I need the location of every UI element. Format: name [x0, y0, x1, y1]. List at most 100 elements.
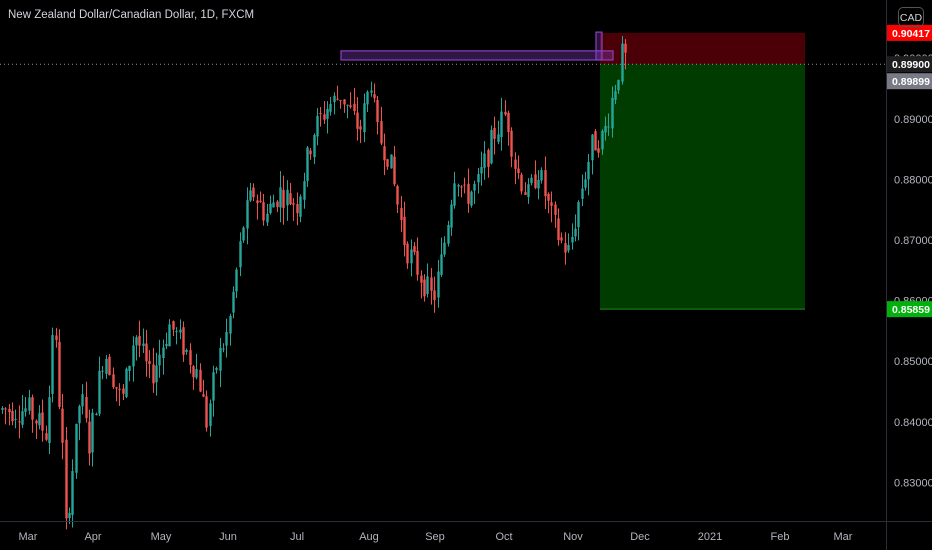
candle-body [530, 177, 533, 184]
candle-body [336, 98, 339, 100]
candle-body [239, 241, 242, 268]
candle-body [587, 161, 590, 180]
candle-body [269, 203, 272, 214]
candle-body [165, 343, 168, 347]
candle-body [259, 200, 262, 202]
stop-loss-price-label-bg [887, 24, 932, 41]
candle-body [138, 336, 141, 346]
stop-loss-price-label: 0.90417 [892, 28, 930, 40]
candle-body [390, 154, 393, 169]
candle-body [229, 315, 232, 334]
candle-body [490, 129, 493, 164]
candle-body [105, 358, 108, 374]
candle-body [420, 275, 423, 283]
candle-body [28, 397, 31, 411]
candle-body [624, 43, 627, 53]
candle-body [604, 125, 607, 133]
candle-body [112, 374, 115, 388]
candle-body [383, 146, 386, 161]
candle-body [426, 276, 429, 294]
candle-body [443, 242, 446, 255]
candle-body [4, 408, 7, 410]
candle-body [179, 329, 182, 333]
candle-body [433, 290, 436, 301]
candle-body [306, 147, 309, 181]
x-tick-label: Sep [425, 531, 445, 543]
resistance-zone-box[interactable] [340, 50, 614, 61]
candle-body [303, 181, 306, 200]
candle-body [162, 347, 165, 358]
candle-body [487, 149, 490, 167]
x-tick-label: Apr [84, 531, 101, 543]
candle-body [413, 246, 416, 253]
candle-body [18, 421, 21, 423]
candle-body [168, 324, 171, 347]
candle-body [135, 337, 138, 346]
candle-body [262, 202, 265, 221]
x-tick-label: Jul [290, 531, 304, 543]
target-price-label-bg [887, 301, 932, 318]
entry-price-label: 0.89900 [892, 59, 930, 71]
x-tick-label: Jun [219, 531, 237, 543]
candle-body [373, 94, 376, 99]
candle-body [621, 43, 624, 82]
candle-body [370, 90, 373, 93]
candle-body [480, 167, 483, 174]
candle-body [296, 204, 299, 214]
candle-body [346, 104, 349, 106]
candle-body [199, 369, 202, 392]
candle-body [547, 194, 550, 201]
candle-body [611, 97, 614, 129]
candle-body [95, 413, 98, 416]
candle-body [299, 196, 302, 217]
candle-body [406, 243, 409, 264]
candle-body [78, 406, 81, 424]
candle-body [155, 365, 158, 383]
candle-body [393, 156, 396, 185]
stop-loss-zone[interactable] [600, 32, 805, 65]
candle-body [65, 439, 68, 519]
candle-body [11, 410, 14, 422]
candle-body [524, 192, 527, 195]
x-tick-label: May [151, 531, 172, 543]
currency-badge[interactable]: CAD [898, 7, 924, 27]
candle-body [256, 200, 259, 204]
candle-body [326, 108, 329, 119]
candle-body [276, 201, 279, 207]
candle-body [333, 95, 336, 102]
y-tick-label: 0.88000 [894, 174, 932, 186]
candle-body [1, 408, 4, 410]
candle-body [289, 193, 292, 205]
candle-body [447, 224, 450, 244]
candle-body [61, 408, 64, 443]
candle-body [205, 396, 208, 428]
candle-body [581, 188, 584, 199]
x-tick-label: Mar [834, 531, 853, 543]
candle-body [353, 103, 356, 112]
candle-body [410, 249, 413, 264]
last-price-label: 0.89899 [892, 76, 930, 88]
profit-target-zone[interactable] [600, 64, 805, 310]
candle-body [219, 347, 222, 371]
candle-body [376, 100, 379, 123]
candle-body [182, 327, 185, 355]
candle-body [356, 112, 359, 129]
candle-body [430, 277, 433, 291]
candle-body [8, 408, 11, 413]
candle-body [574, 228, 577, 237]
candle-body [209, 403, 212, 426]
candle-body [527, 184, 530, 197]
candle-body [41, 412, 44, 431]
candle-body [152, 364, 155, 384]
candle-body [58, 341, 61, 407]
candle-body [507, 112, 510, 132]
breakout-highlight-box[interactable] [595, 31, 603, 61]
candle-body [192, 366, 195, 378]
candle-body [172, 321, 175, 330]
candle-body [286, 189, 289, 206]
candle-body [366, 91, 369, 105]
x-tick-label: Nov [563, 531, 583, 543]
candle-body [272, 202, 275, 208]
candle-body [128, 365, 131, 372]
